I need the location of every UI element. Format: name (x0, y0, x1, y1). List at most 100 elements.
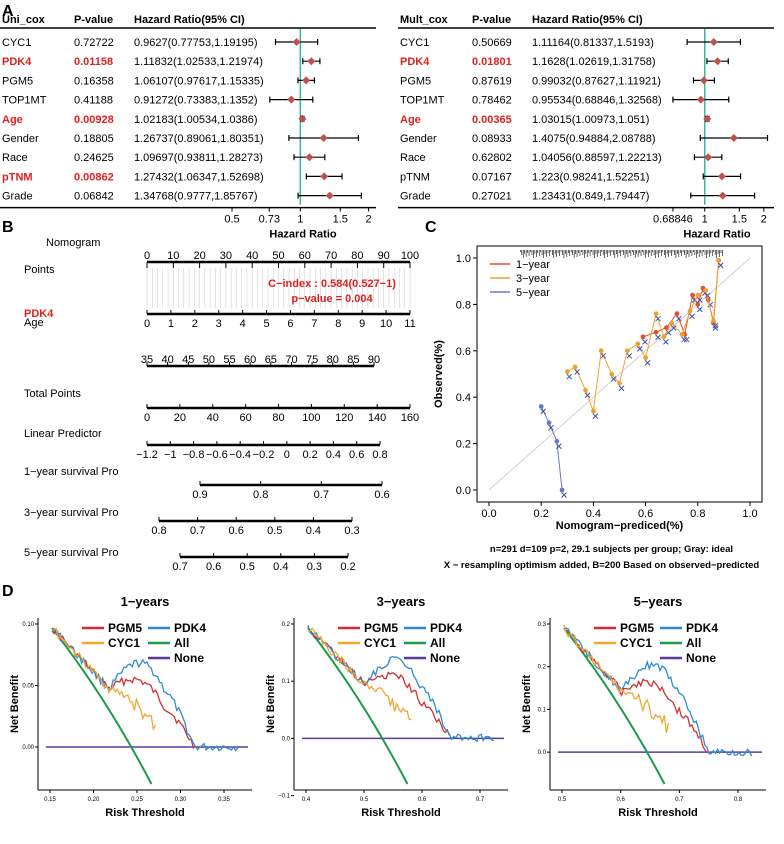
forest-multi-row-name: PGM5 (400, 75, 431, 87)
forest-multi-estimate-diamond (704, 153, 713, 162)
forest-multi-estimate-diamond (718, 191, 727, 200)
forest-multi-row-hr: 1.03015(1.00973,1.051) (532, 114, 649, 126)
calibration-point (591, 408, 596, 414)
forest-uni-x-tick-label: 1 (297, 214, 303, 226)
nomogram-tick-label: 0.3 (344, 525, 359, 537)
forest-multi-row-p: 0.87619 (472, 75, 512, 87)
nomogram-tick-label: 2 (192, 318, 198, 330)
forest-uni-estimate-diamond (287, 95, 296, 104)
dca-model-curve-cyc1 (563, 624, 670, 733)
nomogram-tick-label: 0.6 (349, 449, 364, 461)
forest-uni-estimate-diamond (320, 172, 329, 181)
nomogram-tick-label: 160 (401, 412, 419, 424)
dca-x-tick-label: 0.8 (734, 797, 743, 803)
nomogram-tick-label: 0 (284, 449, 290, 461)
nomogram-row-label: 3−year survival Pro (24, 507, 118, 519)
forest-uni-row-p: 0.00862 (74, 171, 114, 183)
forest-uni-row-name: Gender (2, 133, 39, 145)
forest-uni-row-hr: 0.91272(0.73383,1.1352) (134, 95, 258, 107)
forest-uni-estimate-diamond (307, 57, 316, 66)
forest-multi-row-hr: 1.23431(0.849,1.79447) (532, 191, 649, 203)
nomogram-tick-label: 3 (216, 318, 222, 330)
calibration-point (538, 404, 544, 409)
forest-uni-row-name: CYC1 (2, 37, 31, 49)
nomogram-tick-label: 80 (351, 250, 363, 262)
calibration-x-marker (676, 315, 682, 322)
dca-legend-label: None (686, 651, 716, 665)
forest-multi-row-p: 0.07167 (472, 171, 512, 183)
calibration-point (598, 348, 604, 354)
dca-model-curve-cyc1 (51, 627, 156, 732)
dca-x-label: Risk Threshold (105, 807, 184, 819)
forest-multi-header-p: P-value (472, 14, 511, 26)
nomogram-tick-label: 85 (347, 354, 359, 366)
calibration-x-marker (556, 443, 562, 450)
dca-y-tick-label: 0.3 (538, 622, 547, 628)
dca-y-tick-label: 0.00 (22, 745, 34, 751)
dca-y-label: Net Benefit (521, 675, 533, 733)
forest-multi-row-name: pTNM (400, 171, 430, 183)
forest-multi-row-name: TOP1MT (400, 95, 445, 107)
forest-uni-row-p: 0.72722 (74, 37, 114, 49)
nomogram-cindex: C−index : 0.584(0.527−1) (268, 278, 396, 290)
nomogram-tick-label: 0.6 (374, 489, 389, 501)
calibration-x-marker (665, 329, 672, 336)
forest-uni-estimate-diamond (302, 76, 311, 85)
forest-multi-row-hr: 1.223(0.98241,1.52251) (532, 171, 649, 183)
calibration-x-marker (592, 413, 599, 419)
calibration-x-marker (636, 345, 643, 352)
forest-multi-estimate-diamond (699, 76, 708, 85)
dca-legend-label: PDK4 (686, 621, 718, 635)
nomogram-tick-label: 0.3 (307, 561, 322, 573)
dca-model-curve-pdk4 (307, 626, 495, 743)
nomogram-tick-label: 11 (404, 318, 415, 330)
nomogram-tick-label: 70 (285, 354, 297, 366)
dca-y-tick-label: −0.1 (278, 794, 291, 800)
calibration-legend-label: 1−year (516, 259, 550, 271)
nomogram-tick-label: 0 (144, 250, 150, 262)
calibration-point (617, 380, 622, 386)
dca-legend-label: None (174, 651, 204, 665)
calibration-point (583, 387, 588, 393)
dca-legend-label: PGM5 (620, 621, 654, 635)
calibration-point (674, 311, 680, 317)
forest-multi-x-tick-label: 2 (761, 214, 767, 226)
calibration-x-marker (704, 292, 711, 299)
calibration-x-tick-label: 0.6 (638, 508, 653, 520)
forest-uni-row-hr: 1.02183(1.00534,1.0386) (134, 114, 258, 126)
forest-uni-estimate-diamond (319, 134, 328, 142)
forest-multi-row-p: 0.27021 (472, 191, 512, 203)
nomogram-tick-label: 7 (311, 318, 317, 330)
forest-uni-header-name: Uni_cox (2, 14, 46, 26)
forest-uni-row-hr: 1.26737(0.89061,1.80351) (134, 133, 264, 145)
nomogram-tick-label: 80 (327, 354, 339, 366)
forest-multi-row-hr: 1.11164(0.81337,1.5193) (532, 37, 654, 49)
forest-uni-row-p: 0.18805 (74, 133, 114, 145)
forest-uni-estimate-diamond (298, 114, 307, 123)
calibration-x-marker (566, 373, 573, 380)
calibration-point (664, 325, 669, 330)
panel-label-c: C (425, 219, 437, 236)
nomogram-tick-label: 30 (220, 250, 232, 262)
calibration-x-tick-label: 0.2 (534, 508, 549, 520)
dca-panel-title: 3−years (377, 594, 426, 609)
nomogram-tick-label: 0.7 (190, 525, 205, 537)
dca-x-tick-label: 0.30 (175, 797, 187, 803)
nomogram-tick-label: 100 (302, 412, 320, 424)
calibration-point (695, 302, 701, 307)
forest-multi-row-hr: 1.04056(0.88597,1.22213) (532, 152, 662, 164)
calibration-point (716, 257, 722, 263)
forest-uni-row-hr: 1.09697(0.93811,1.28273) (134, 152, 263, 164)
nomogram-tick-label: 0.2 (302, 449, 317, 461)
forest-multi-x-tick-label: 0.68846 (653, 214, 693, 226)
forest-multi-estimate-diamond (729, 134, 738, 142)
nomogram-tick-label: 75 (306, 354, 318, 366)
calibration-x-tick-label: 0.8 (690, 508, 705, 520)
forest-multi-x-tick-label: 1 (702, 214, 708, 226)
forest-multi-estimate-diamond (713, 57, 722, 66)
dca-x-tick-label: 0.7 (476, 797, 485, 803)
calibration-x-label: Nomogram−prediced(%) (556, 520, 684, 532)
forest-multi-row-hr: 0.95534(0.68846,1.32568) (532, 95, 662, 107)
calibration-legend-label: 3−year (516, 273, 550, 285)
